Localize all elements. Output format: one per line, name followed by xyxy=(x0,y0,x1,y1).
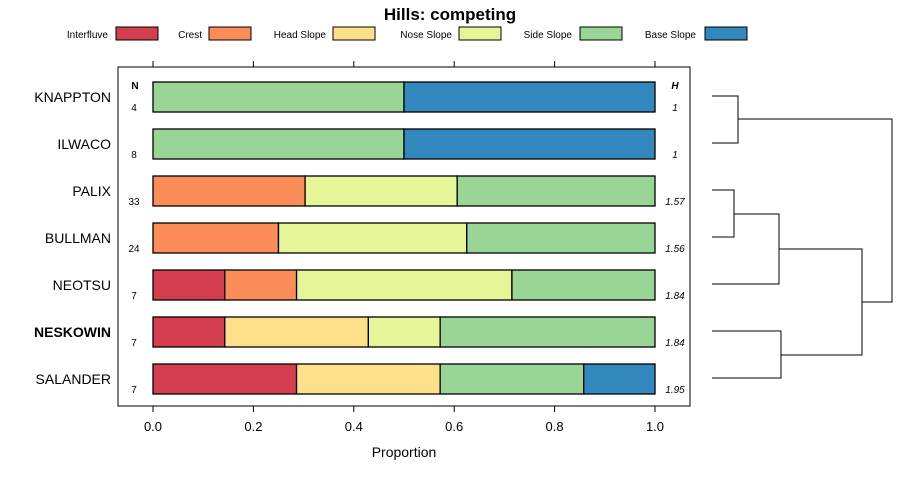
legend-label: Crest xyxy=(178,30,202,41)
bar-segment xyxy=(466,222,656,254)
dendrogram-branch xyxy=(738,118,893,303)
bar-row: BULLMAN 24 1.56 xyxy=(45,222,685,255)
bar-segment xyxy=(511,269,656,301)
row-label: ILWACO xyxy=(57,136,111,152)
h-value: 1.56 xyxy=(665,244,685,255)
bar-segment xyxy=(403,128,656,160)
n-value: 7 xyxy=(131,338,137,349)
plot-panel xyxy=(117,66,691,407)
h-value: 1.84 xyxy=(665,338,685,349)
legend-label: Head Slope xyxy=(274,30,327,41)
bar-segment xyxy=(224,316,370,348)
bar-rows: KNAPPTON 4 1 ILWACO 8 1 PALIX 33 1.57 BULLMAN 24 1.… xyxy=(34,81,685,396)
bar-segment xyxy=(439,363,585,395)
bar-row: NESKOWIN 7 1.84 xyxy=(34,316,685,349)
bar-segment xyxy=(295,269,513,301)
bar-segment xyxy=(295,363,441,395)
legend-swatch xyxy=(458,26,502,41)
x-tick-label: 0.8 xyxy=(546,419,564,434)
row-label: KNAPPTON xyxy=(34,89,111,105)
row-label: BULLMAN xyxy=(45,230,111,246)
h-value: 1 xyxy=(672,103,678,114)
row-label: SALANDER xyxy=(36,371,111,387)
n-value: 8 xyxy=(131,150,137,161)
legend-swatch xyxy=(704,26,748,41)
chart-title: Hills: competing xyxy=(384,5,516,24)
bar-segment xyxy=(403,81,656,113)
dendrogram-branch xyxy=(779,248,863,356)
x-tick-label: 0.6 xyxy=(445,419,463,434)
h-value: 1.84 xyxy=(665,291,685,302)
bar-row: ILWACO 8 1 xyxy=(57,128,678,161)
n-header: N xyxy=(131,81,138,92)
h-value: 1.57 xyxy=(665,197,685,208)
bar-segment xyxy=(583,363,656,395)
n-value: 7 xyxy=(131,385,137,396)
bar-row: NEOTSU 7 1.84 xyxy=(53,269,685,302)
x-tick-label: 1.0 xyxy=(646,419,664,434)
x-tick-label: 0.0 xyxy=(144,419,162,434)
bar-segment xyxy=(439,316,656,348)
x-tick-label: 0.2 xyxy=(244,419,262,434)
bar-segment xyxy=(152,175,306,207)
bar-row: KNAPPTON 4 1 xyxy=(34,81,678,114)
n-value: 24 xyxy=(128,244,140,255)
legend-label: Side Slope xyxy=(524,30,573,41)
bar-segment xyxy=(152,269,226,301)
dendrogram-branch xyxy=(712,213,780,285)
h-value: 1.95 xyxy=(665,385,685,396)
legend-swatch xyxy=(115,26,159,41)
n-value: 33 xyxy=(128,197,140,208)
row-label: PALIX xyxy=(72,183,111,199)
legend-label: Interfluve xyxy=(67,30,109,41)
legend-label: Base Slope xyxy=(645,30,697,41)
legend-swatch xyxy=(332,26,376,41)
legend-swatch xyxy=(208,26,252,41)
legend-swatch xyxy=(579,26,623,41)
dendrogram xyxy=(712,95,893,379)
bar-segment xyxy=(152,128,405,160)
x-axis-title: Proportion xyxy=(372,444,437,460)
legend: Interfluve Crest Head Slope Nose Slope Side … xyxy=(67,26,748,41)
n-value: 4 xyxy=(131,103,137,114)
bar-segment xyxy=(456,175,656,207)
n-value: 7 xyxy=(131,291,137,302)
x-tick-label: 0.4 xyxy=(345,419,363,434)
h-value: 1 xyxy=(672,150,678,161)
bar-segment xyxy=(304,175,458,207)
bar-segment xyxy=(152,316,226,348)
x-axis: 0.0 0.2 0.4 0.6 0.8 1.0 xyxy=(144,406,664,434)
bar-segment xyxy=(277,222,468,254)
bar-row: PALIX 33 1.57 xyxy=(72,175,685,208)
h-header: H xyxy=(671,81,679,92)
dendrogram-branch xyxy=(712,95,739,144)
dendrogram-branch xyxy=(712,189,735,238)
legend-label: Nose Slope xyxy=(400,30,452,41)
top-axis-ticks xyxy=(152,61,656,67)
bar-segment xyxy=(152,222,280,254)
bar-row: SALANDER 7 1.95 xyxy=(36,363,685,396)
dendrogram-branch xyxy=(712,330,782,379)
bar-segment xyxy=(152,81,405,113)
bar-segment xyxy=(152,363,298,395)
row-label: NEOTSU xyxy=(53,277,111,293)
row-label: NESKOWIN xyxy=(34,324,111,340)
bar-segment xyxy=(224,269,298,301)
bar-segment xyxy=(367,316,441,348)
